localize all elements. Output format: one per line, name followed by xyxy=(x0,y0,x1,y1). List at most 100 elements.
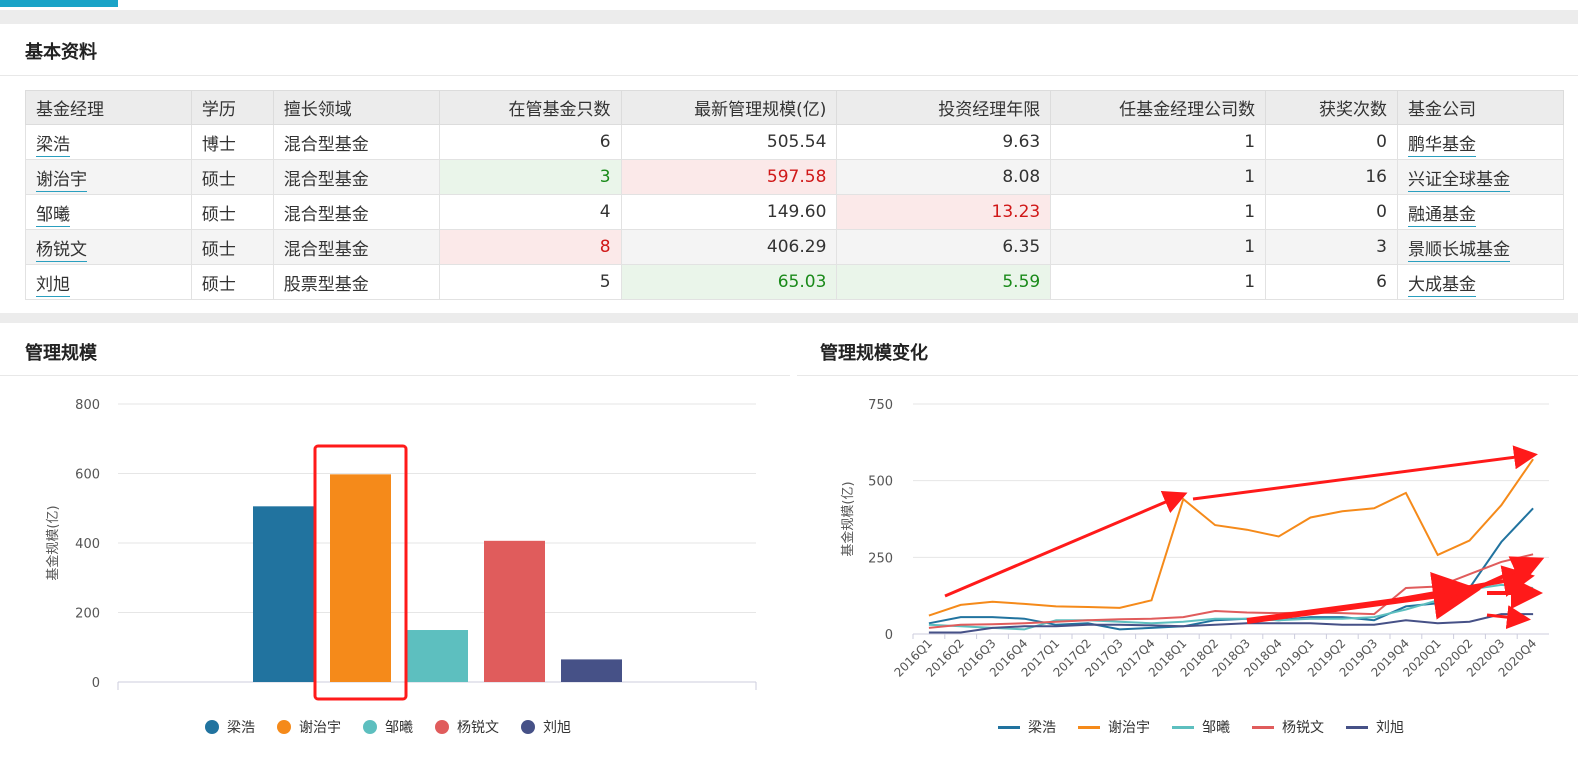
manager-link[interactable]: 谢治宇 xyxy=(36,169,87,192)
header-company-count[interactable]: 任基金经理公司数 xyxy=(1050,90,1267,125)
field-cell: 混合型基金 xyxy=(272,194,440,230)
series-line-谢治宇 xyxy=(928,458,1534,617)
fund-count-cell: 3 xyxy=(438,159,622,195)
y-tick-label: 750 xyxy=(868,398,893,413)
years-cell: 6.35 xyxy=(836,229,1052,265)
header-years[interactable]: 投资经理年限 xyxy=(836,90,1052,125)
header-education[interactable]: 学历 xyxy=(190,90,274,125)
annotation-arrow xyxy=(1378,565,1535,605)
y-tick-label: 600 xyxy=(75,468,100,483)
header-fund-company[interactable]: 基金公司 xyxy=(1397,90,1564,125)
y-tick-label: 500 xyxy=(868,475,893,490)
fund-count-cell: 5 xyxy=(438,264,622,300)
basic-info-title: 基本资料 xyxy=(25,42,97,63)
annotation-arrow xyxy=(1486,605,1531,630)
scale-cell: 406.29 xyxy=(620,229,838,265)
fund-count-cell: 8 xyxy=(438,229,622,265)
bar-梁浩 xyxy=(253,506,314,682)
years-cell: 13.23 xyxy=(836,194,1052,230)
header-latest-scale[interactable]: 最新管理规模(亿) xyxy=(620,90,838,125)
legend-item[interactable]: 邹曦 xyxy=(363,717,413,737)
bar-刘旭 xyxy=(561,659,622,682)
legend-label: 刘旭 xyxy=(543,720,571,736)
fund-count-cell: 4 xyxy=(438,194,622,230)
table-row: 邹曦 硕士 混合型基金 4 149.60 13.23 1 0 融通基金 xyxy=(25,194,1564,230)
legend-marker xyxy=(363,720,377,734)
legend-item[interactable]: 杨锐文 xyxy=(1252,717,1324,737)
header-awards[interactable]: 获奖次数 xyxy=(1265,90,1398,125)
legend-label: 谢治宇 xyxy=(1108,720,1150,736)
years-cell: 8.08 xyxy=(836,159,1052,195)
fund-company-link[interactable]: 大成基金 xyxy=(1408,274,1476,297)
legend-marker xyxy=(1252,725,1274,729)
legend-label: 杨锐文 xyxy=(457,720,499,736)
legend-label: 杨锐文 xyxy=(1282,720,1324,736)
bar-杨锐文 xyxy=(484,540,545,682)
legend-item[interactable]: 谢治宇 xyxy=(277,717,341,737)
table-row: 谢治宇 硕士 混合型基金 3 597.58 8.08 1 16 兴证全球基金 xyxy=(25,159,1564,195)
section-separator xyxy=(0,313,1578,323)
years-cell: 9.63 xyxy=(836,124,1052,160)
annotation-arrow xyxy=(1448,556,1545,603)
manager-link[interactable]: 杨锐文 xyxy=(36,239,87,262)
manager-link[interactable]: 梁浩 xyxy=(36,134,70,157)
manager-link[interactable]: 刘旭 xyxy=(36,274,70,297)
legend-marker xyxy=(277,720,291,734)
legend-item[interactable]: 梁浩 xyxy=(998,717,1056,737)
legend-marker xyxy=(1172,725,1194,729)
legend-label: 刘旭 xyxy=(1376,720,1404,736)
y-tick-label: 250 xyxy=(868,551,893,566)
annotation-arrow xyxy=(944,491,1188,598)
top-separator xyxy=(0,10,1578,24)
company-count-cell: 1 xyxy=(1050,229,1267,265)
scale-cell: 65.03 xyxy=(620,264,838,300)
legend-item[interactable]: 梁浩 xyxy=(205,717,255,737)
legend-item[interactable]: 刘旭 xyxy=(1346,717,1404,737)
bar-chart-legend: 梁浩 谢治宇 邹曦 杨锐文 刘旭 xyxy=(205,717,593,737)
scale-change-divider xyxy=(797,375,1578,376)
header-manager[interactable]: 基金经理 xyxy=(25,90,192,125)
scale-change-title: 管理规模变化 xyxy=(820,343,928,364)
legend-marker xyxy=(521,720,535,734)
fund-company-link[interactable]: 鹏华基金 xyxy=(1408,134,1476,157)
y-tick-label: 800 xyxy=(75,398,100,413)
active-tab-indicator[interactable] xyxy=(0,0,118,7)
table-row: 刘旭 硕士 股票型基金 5 65.03 5.59 1 6 大成基金 xyxy=(25,264,1564,300)
fund-company-link[interactable]: 景顺长城基金 xyxy=(1408,239,1510,262)
scale-cell: 505.54 xyxy=(620,124,838,160)
table-row: 杨锐文 硕士 混合型基金 8 406.29 6.35 1 3 景顺长城基金 xyxy=(25,229,1564,265)
field-cell: 混合型基金 xyxy=(272,229,440,265)
awards-cell: 16 xyxy=(1265,159,1398,195)
education-cell: 硕士 xyxy=(190,194,274,230)
education-cell: 硕士 xyxy=(190,229,274,265)
education-cell: 博士 xyxy=(190,124,274,160)
y-tick-label: 0 xyxy=(885,628,893,643)
y-tick-label: 200 xyxy=(75,607,100,622)
basic-info-divider xyxy=(0,75,1578,76)
company-count-cell: 1 xyxy=(1050,124,1267,160)
legend-marker xyxy=(435,720,449,734)
line-chart-legend: 梁浩 谢治宇 邹曦 杨锐文 刘旭 xyxy=(998,717,1426,737)
legend-label: 邹曦 xyxy=(385,720,413,736)
years-cell: 5.59 xyxy=(836,264,1052,300)
awards-cell: 3 xyxy=(1265,229,1398,265)
header-field[interactable]: 擅长领域 xyxy=(272,90,440,125)
fund-company-link[interactable]: 兴证全球基金 xyxy=(1408,169,1510,192)
company-count-cell: 1 xyxy=(1050,194,1267,230)
legend-marker xyxy=(1078,725,1100,729)
legend-item[interactable]: 杨锐文 xyxy=(435,717,499,737)
legend-item[interactable]: 谢治宇 xyxy=(1078,717,1150,737)
header-fund-count[interactable]: 在管基金只数 xyxy=(438,90,622,125)
fund-company-link[interactable]: 融通基金 xyxy=(1408,204,1476,227)
series-line-刘旭 xyxy=(928,613,1534,634)
bar-邹曦 xyxy=(407,630,468,682)
scale-cell: 149.60 xyxy=(620,194,838,230)
education-cell: 硕士 xyxy=(190,159,274,195)
scale-cell: 597.58 xyxy=(620,159,838,195)
legend-item[interactable]: 邹曦 xyxy=(1172,717,1230,737)
y-tick-label: 400 xyxy=(75,537,100,552)
legend-marker xyxy=(205,720,219,734)
manager-link[interactable]: 邹曦 xyxy=(36,204,70,227)
fund-manager-table: 基金经理 学历 擅长领域 在管基金只数 最新管理规模(亿) 投资经理年限 任基金… xyxy=(25,90,1564,300)
legend-item[interactable]: 刘旭 xyxy=(521,717,571,737)
